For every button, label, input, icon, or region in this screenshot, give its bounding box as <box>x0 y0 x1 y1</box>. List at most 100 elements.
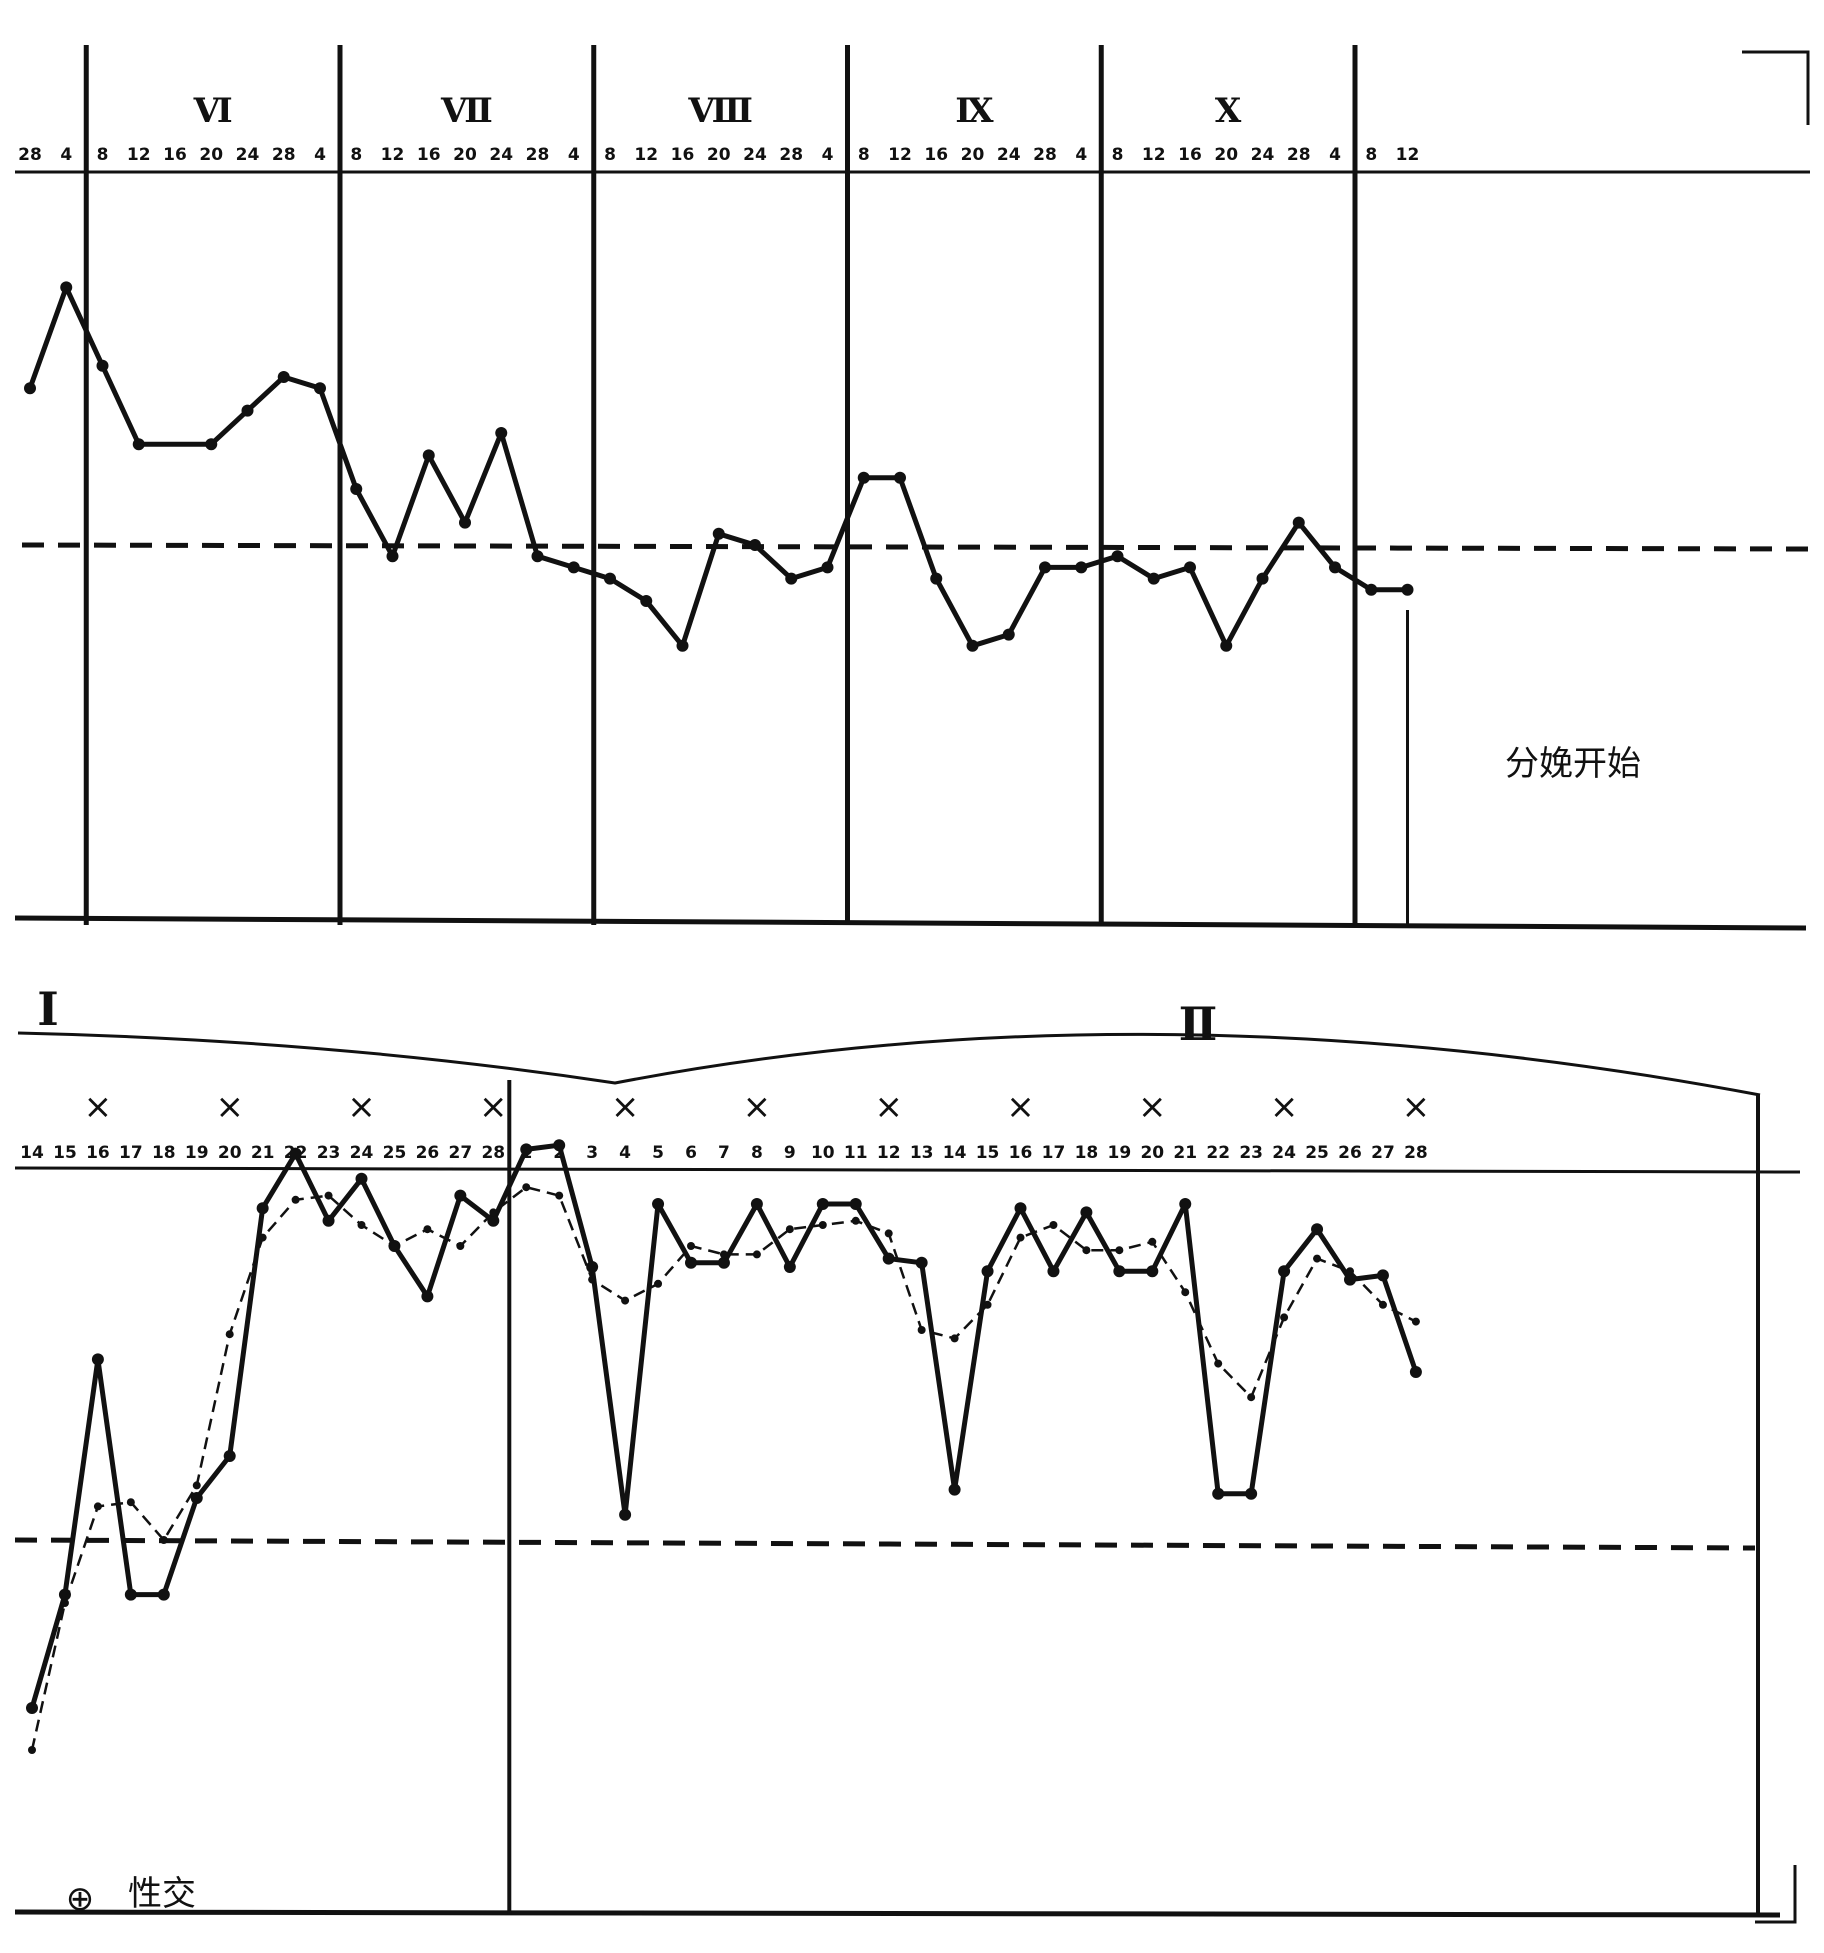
bottom-tick-label: 21 <box>251 1143 275 1163</box>
top-series-point <box>821 561 834 574</box>
top-tick-label: 28 <box>779 145 803 165</box>
bottom-solid-point <box>91 1353 104 1366</box>
top-tick-label: 8 <box>97 145 109 165</box>
bottom-solid-point <box>322 1214 335 1227</box>
bottom-solid-point <box>1047 1265 1060 1278</box>
top-series-line <box>27 284 1408 649</box>
top-series-point <box>495 427 508 439</box>
bottom-period-label: Ⅱ <box>1179 997 1218 1051</box>
top-tick-label: 4 <box>60 145 72 165</box>
bottom-dashed-point <box>28 1746 36 1754</box>
bottom-tick-label: 21 <box>1173 1143 1197 1163</box>
top-tick-label: 16 <box>924 145 948 165</box>
bottom-tick-label: 19 <box>1108 1143 1132 1163</box>
bottom-dashed-point <box>324 1191 333 1200</box>
bottom-dashed-point <box>1313 1254 1322 1263</box>
bottom-tick-label: 24 <box>1272 1143 1296 1163</box>
bottom-dashed-point <box>1148 1237 1157 1246</box>
bottom-solid-point <box>26 1702 38 1714</box>
bottom-solid-point <box>717 1256 730 1269</box>
bottom-solid-point <box>454 1189 467 1202</box>
top-tick-label: 16 <box>1178 145 1202 165</box>
top-series-point <box>277 371 290 383</box>
top-tick-label: 28 <box>1287 145 1311 165</box>
top-series-point <box>1039 561 1051 574</box>
top-series-point <box>966 639 979 652</box>
bottom-tick-label: 11 <box>844 1143 868 1163</box>
bottom-dashed-point <box>1411 1317 1420 1326</box>
bottom-tick-label: 20 <box>218 1143 242 1163</box>
top-bottom-rule <box>14 915 1807 931</box>
bottom-dashed-point <box>456 1242 465 1250</box>
bottom-tick-label: 27 <box>449 1143 473 1163</box>
bottom-tick-label: 22 <box>1206 1143 1230 1163</box>
bottom-solid-point <box>948 1483 961 1496</box>
bottom-solid-point <box>157 1588 170 1601</box>
bottom-dashed-point <box>621 1296 630 1305</box>
top-tick-label: 16 <box>163 145 187 165</box>
bottom-dashed-point <box>884 1229 893 1238</box>
bottom-solid-point <box>520 1143 533 1156</box>
bottom-dashed-point <box>1082 1246 1091 1255</box>
bottom-solid-point <box>190 1492 203 1504</box>
top-series-point <box>1329 561 1341 574</box>
bottom-dashed-point <box>390 1242 399 1250</box>
bottom-dashed-point <box>983 1300 992 1309</box>
top-series-point <box>1111 550 1124 563</box>
top-series-point <box>712 527 725 540</box>
bottom-solid-point <box>124 1588 137 1601</box>
bottom-threshold-line <box>14 1537 1756 1551</box>
top-month-label: Ⅷ <box>687 91 753 131</box>
top-series-point <box>676 639 689 652</box>
bottom-solid-point <box>619 1508 632 1521</box>
top-series-point <box>894 471 906 484</box>
top-series-point <box>1002 628 1015 641</box>
bottom-tick-label: 15 <box>976 1143 1000 1163</box>
top-tick-label: 24 <box>1251 145 1275 165</box>
bottom-solid-point <box>1080 1206 1093 1219</box>
bottom-dashed-point <box>1181 1288 1190 1297</box>
top-tick-label: 28 <box>1033 145 1057 165</box>
bottom-dashed-point <box>60 1599 69 1607</box>
bottom-tick-label: 7 <box>718 1143 730 1163</box>
top-series-point <box>24 382 36 395</box>
top-tick-label: 20 <box>453 145 477 165</box>
bottom-chart: Ⅰ Ⅱ × × × × × × × × × × × 14 15 16 17 18 19 20 21 22 23 24 25 26 2… <box>14 982 1801 1924</box>
bottom-corner-mark <box>1755 1865 1797 1924</box>
top-tick-label: 24 <box>743 145 767 165</box>
bottom-tick-label: 25 <box>1305 1143 1329 1163</box>
bottom-tick-label: 26 <box>1338 1143 1362 1163</box>
bottom-solid-point <box>1146 1265 1159 1278</box>
top-series-point <box>1220 639 1233 652</box>
top-series-point <box>205 438 218 451</box>
top-month-label: Ⅶ <box>440 91 493 131</box>
bottom-dashed-point <box>225 1330 234 1339</box>
bottom-solid-point <box>685 1256 697 1269</box>
bottom-tick-label: 28 <box>481 1143 505 1163</box>
top-series-point <box>1292 516 1305 529</box>
bottom-tick-label: 16 <box>86 1143 110 1163</box>
top-tick-label: 28 <box>272 145 296 165</box>
bottom-x-mark: × <box>1402 1087 1431 1127</box>
top-tick-label: 12 <box>634 145 658 165</box>
bottom-solid-point <box>421 1290 434 1303</box>
top-tick-label: 8 <box>604 145 616 165</box>
top-tick-label: 16 <box>417 145 441 165</box>
top-month-label: Ⅵ <box>193 91 233 131</box>
top-series-point <box>857 471 870 484</box>
bottom-solid-point <box>1113 1265 1126 1278</box>
top-tick-label: 4 <box>314 145 326 165</box>
top-tick-label: 4 <box>822 145 834 165</box>
bottom-solid-point <box>652 1198 665 1210</box>
bottom-x-mark: × <box>874 1087 903 1127</box>
bottom-dashed-point <box>1280 1313 1289 1322</box>
bottom-tick-label: 17 <box>1042 1143 1066 1163</box>
bottom-annotation-symbol: ⊕ <box>66 1879 95 1919</box>
top-tick-label: 24 <box>236 145 260 165</box>
bottom-dashed-point <box>522 1183 531 1192</box>
bottom-solid-point <box>981 1265 994 1278</box>
top-tick-label: 20 <box>199 145 223 165</box>
bottom-tick-label: 18 <box>152 1143 176 1163</box>
bottom-x-mark: × <box>1138 1087 1167 1127</box>
top-chart: Ⅵ Ⅶ Ⅷ Ⅸ Ⅹ 28 4 8 12 16 20 24 28 4 8 12 16 20 24 28 4 8 12 16 20 2… <box>14 45 1811 931</box>
